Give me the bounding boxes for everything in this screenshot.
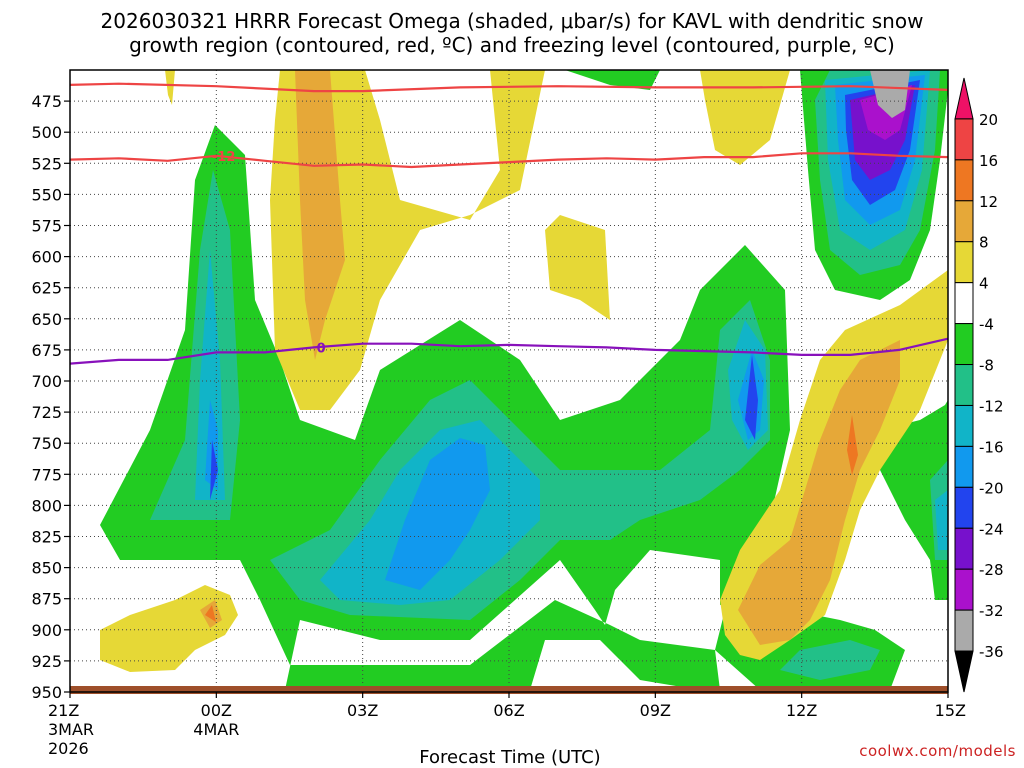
chart-title-line2: growth region (contoured, red, ºC) and f… (129, 33, 895, 57)
contour-line (69, 152, 949, 169)
colorbar-label: -12 (979, 397, 1004, 415)
omega-region-teal (150, 70, 948, 680)
colorbar-label: -16 (979, 438, 1004, 456)
x-tick-label: 00Z (201, 701, 232, 720)
contour-label: -12 (212, 150, 236, 165)
colorbar-segment (954, 568, 974, 611)
colorbar-segment (954, 404, 974, 447)
y-tick-label: 825 (31, 528, 62, 547)
colorbar-label: -4 (979, 316, 994, 334)
y-tick-label: 500 (31, 123, 62, 142)
y-tick-label: 550 (31, 185, 62, 204)
y-tick-label: 700 (31, 372, 62, 391)
x-tick-label: 15Z (935, 701, 966, 720)
x-tick-date: 3MAR (48, 720, 94, 739)
y-axis: 475 500 525 550 575 600 625 650 675 700 725 750 775 8… (31, 92, 70, 702)
colorbar-segment (954, 323, 974, 366)
y-tick-label: 525 (31, 154, 62, 173)
colorbar-segment (954, 282, 974, 325)
y-tick-label: 800 (31, 496, 62, 515)
colorbar-segment (954, 118, 974, 161)
colorbar-top-arrow (954, 77, 974, 120)
omega-region-darkblue (210, 80, 920, 500)
x-axis-title: Forecast Time (UTC) (419, 747, 600, 768)
colorbar-label: -28 (979, 561, 1004, 579)
colorbar-label: 8 (979, 234, 989, 252)
x-tick-label: 03Z (347, 701, 378, 720)
colorbar-segment (954, 445, 974, 488)
colorbar: 20 16 12 8 4 -4 -8 -12 -16 -20 -24 -28 -32 -36 (954, 77, 1004, 693)
contour-label: 0 (317, 341, 326, 356)
omega-region-green-top (565, 70, 660, 90)
y-tick-label: 575 (31, 217, 62, 236)
colorbar-label: -36 (979, 643, 1004, 661)
contour-lines: -12 0 (69, 82, 949, 365)
colorbar-label: 12 (979, 193, 998, 211)
colorbar-segment (954, 364, 974, 406)
colorbar-label: 20 (979, 111, 998, 129)
colorbar-label: 4 (979, 275, 989, 293)
colorbar-segment (954, 527, 974, 570)
colorbar-segment (954, 200, 974, 243)
ground-level (70, 686, 948, 694)
y-tick-label: 900 (31, 621, 62, 640)
y-tick-label: 600 (31, 248, 62, 267)
x-tick-label: 12Z (786, 701, 817, 720)
y-tick-label: 875 (31, 590, 62, 609)
x-tick-label: 21Z (48, 701, 79, 720)
chart-title-line1: 2026030321 HRRR Forecast Omega (shaded, … (101, 9, 924, 33)
colorbar-label: -20 (979, 479, 1004, 497)
colorbar-label: -24 (979, 520, 1004, 538)
omega-shading (70, 70, 948, 692)
contour-line (69, 337, 949, 365)
x-tick-label: 06Z (493, 701, 524, 720)
x-tick-label: 09Z (640, 701, 671, 720)
x-tick-year: 2026 (48, 739, 89, 758)
omega-region-gray (870, 70, 910, 118)
y-tick-label: 775 (31, 465, 62, 484)
colorbar-segment (954, 241, 974, 284)
y-tick-label: 625 (31, 279, 62, 298)
colorbar-label: -8 (979, 357, 994, 375)
y-tick-label: 475 (31, 92, 62, 111)
colorbar-bottom-arrow (954, 650, 974, 693)
y-tick-label: 675 (31, 341, 62, 360)
colorbar-segment (954, 609, 974, 652)
y-tick-label: 650 (31, 310, 62, 329)
y-tick-label: 725 (31, 403, 62, 422)
y-tick-label: 950 (31, 683, 62, 702)
colorbar-label: -32 (979, 602, 1004, 620)
y-tick-label: 750 (31, 434, 62, 453)
credit-link[interactable]: coolwx.com/models (859, 742, 1016, 760)
contour-line (69, 82, 949, 93)
colorbar-segment (954, 486, 974, 529)
x-tick-date: 4MAR (193, 720, 239, 739)
colorbar-segment (954, 159, 974, 202)
colorbar-label: 16 (979, 152, 998, 170)
y-tick-label: 925 (31, 652, 62, 671)
y-tick-label: 850 (31, 559, 62, 578)
